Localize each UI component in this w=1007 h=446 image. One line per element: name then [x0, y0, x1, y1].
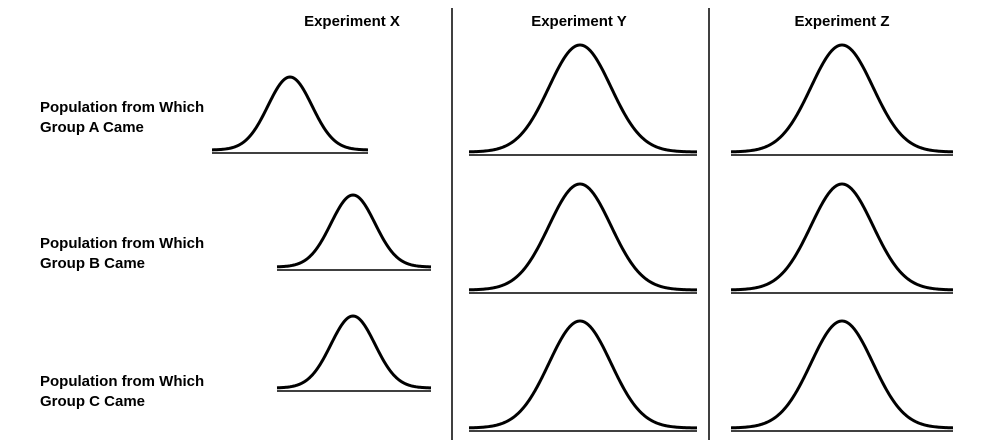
curves-group: [211, 43, 954, 432]
column-title-experiment-x: Experiment X: [304, 13, 400, 30]
row-label-group-a-line2: Group A Came: [40, 119, 144, 136]
column-title-experiment-y: Experiment Y: [531, 13, 627, 30]
bell-curve-z-c: [730, 319, 954, 430]
row-label-group-c-line2: Group C Came: [40, 393, 146, 410]
bell-curve-z-b: [730, 182, 954, 292]
row-label-group-c-line1: Population from Which: [40, 373, 205, 390]
bell-curve-x-a: [211, 75, 369, 152]
bell-curve-x-c: [276, 314, 432, 390]
row-label-group-a: Population from Which Group A Came: [40, 98, 204, 138]
row-label-group-b-line2: Group B Came: [40, 255, 146, 272]
row-label-group-b-line1: Population from Which: [40, 235, 205, 252]
bell-curve-z-a: [730, 43, 954, 154]
row-label-group-c: Population from Which Group C Came: [40, 372, 204, 412]
column-title-experiment-z: Experiment Z: [794, 13, 890, 30]
row-label-group-b: Population from Which Group B Came: [40, 234, 204, 274]
row-label-group-a-line1: Population from Which: [40, 99, 205, 116]
bell-curve-x-b: [276, 193, 432, 269]
bell-curve-y-b: [468, 182, 698, 292]
bell-curve-y-c: [468, 319, 698, 430]
bell-curve-y-a: [468, 43, 698, 154]
